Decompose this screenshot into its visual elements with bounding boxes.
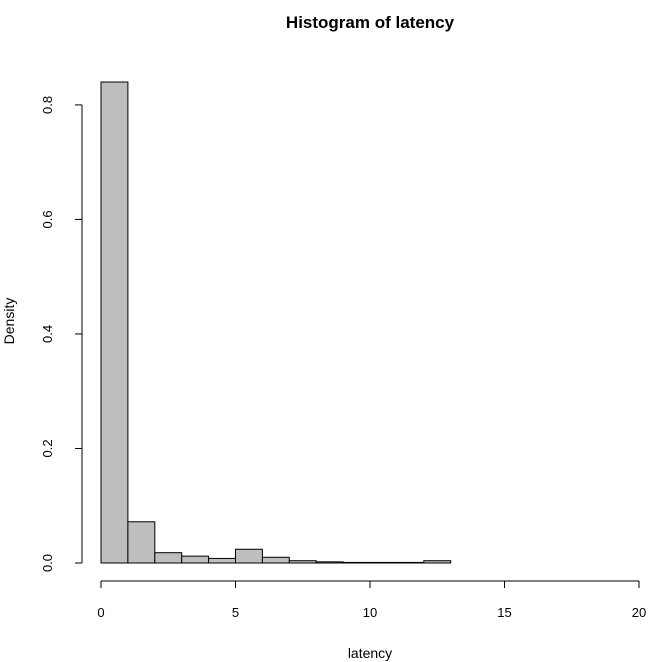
histogram-bar-4 (208, 557, 237, 564)
histogram-bar-1 (127, 521, 156, 564)
x-tick-label-1: 5 (232, 605, 239, 620)
histogram-bar-9 (342, 561, 371, 564)
histogram-bar-10 (369, 561, 398, 564)
x-axis: 0 5 10 15 20 (97, 580, 646, 620)
x-tick-label-4: 20 (632, 605, 646, 620)
histogram-bar-3 (181, 555, 210, 564)
histogram-bar-5 (235, 548, 263, 564)
histogram-bar-6 (261, 556, 290, 564)
histogram-bar-11 (396, 561, 425, 564)
chart-title: Histogram of latency (286, 13, 455, 32)
histogram-bar-2 (154, 552, 183, 564)
x-axis-label: latency (348, 645, 392, 661)
histogram-bar-12 (423, 560, 452, 564)
y-tick-label-1: 0.2 (40, 439, 55, 457)
histogram-bar-0 (100, 81, 129, 564)
y-tick-label-3: 0.6 (40, 210, 55, 228)
y-tick-label-2: 0.4 (40, 325, 55, 343)
histogram-bar-7 (288, 560, 317, 564)
histogram-bar-8 (315, 561, 344, 564)
bars-group (100, 81, 452, 564)
y-axis-label: Density (1, 298, 17, 345)
y-tick-label-4: 0.8 (40, 96, 55, 114)
y-axis: 0.0 0.2 0.4 0.6 0.8 (40, 96, 83, 572)
x-tick-label-0: 0 (97, 605, 104, 620)
x-tick-label-2: 10 (363, 605, 377, 620)
x-tick-label-3: 15 (497, 605, 511, 620)
y-tick-label-0: 0.0 (40, 554, 55, 572)
